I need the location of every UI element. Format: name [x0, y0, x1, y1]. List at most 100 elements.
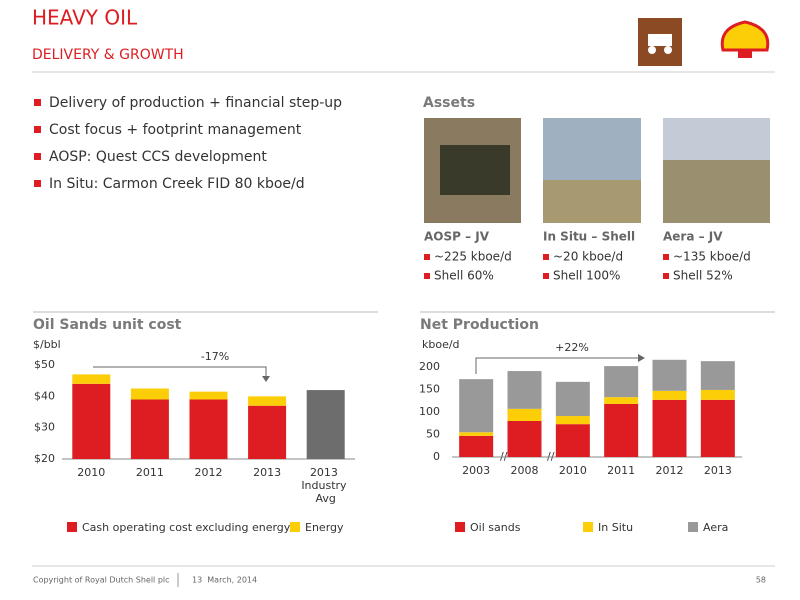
annotation-arrowhead	[638, 354, 645, 362]
bullet-marker	[424, 273, 430, 279]
bullet-marker	[543, 254, 549, 260]
bar-segment	[652, 359, 687, 391]
y-tick-label: $30	[34, 421, 55, 434]
legend-swatch	[290, 522, 300, 532]
asset-detail: Shell 60%	[434, 269, 494, 283]
bar-segment	[507, 421, 542, 457]
x-tick-label: 2010	[559, 464, 587, 477]
bar-segment	[604, 403, 639, 457]
legend-label: Cash operating cost excluding energy	[82, 521, 291, 534]
asset-detail: Shell 52%	[673, 269, 733, 283]
date: 13 March, 2014	[192, 576, 257, 585]
x-tick-label: 2003	[462, 464, 490, 477]
bar-segment	[130, 399, 169, 459]
x-tick-label: 2012	[195, 466, 223, 479]
y-tick-label: $20	[34, 452, 55, 465]
bullet-text: Delivery of production + financial step-…	[49, 95, 342, 111]
bar-segment	[555, 381, 590, 417]
bar-segment	[604, 397, 639, 404]
bar-segment	[604, 366, 639, 398]
y-axis-label: $/bbl	[33, 338, 61, 351]
bullet-marker	[34, 126, 41, 133]
section-title: Assets	[423, 95, 475, 111]
asset-detail: ~135 kboe/d	[673, 250, 751, 264]
asset-name: In Situ – Shell	[543, 230, 635, 244]
y-tick-label: 200	[419, 360, 440, 373]
bar-segment	[459, 432, 494, 436]
truck-icon-body	[648, 34, 672, 46]
bar-segment	[130, 388, 169, 400]
legend-label: Energy	[305, 521, 344, 534]
chart-title: Net Production	[420, 317, 539, 333]
subtitle: DELIVERY & GROWTH	[32, 47, 184, 63]
bullet-marker	[424, 254, 430, 260]
bar-segment	[652, 399, 687, 457]
shell-logo	[720, 20, 770, 52]
bar-segment	[189, 391, 228, 400]
bullet-text: In Situ: Carmon Creek FID 80 kboe/d	[49, 176, 305, 192]
bar-segment	[72, 383, 111, 459]
bar-segment	[555, 416, 590, 425]
x-tick-label: 2011	[136, 466, 164, 479]
asset-photo-ground	[663, 160, 770, 223]
bar-segment	[459, 379, 494, 433]
y-tick-label: 50	[426, 428, 440, 441]
bar-segment	[248, 396, 287, 406]
legend-swatch	[67, 522, 77, 532]
bullet-marker	[663, 273, 669, 279]
bar-segment	[700, 389, 735, 400]
bullet-text: Cost focus + footprint management	[49, 122, 302, 138]
y-tick-label: $40	[34, 389, 55, 402]
shell-logo-base	[738, 50, 752, 58]
annotation: -17%	[201, 350, 229, 363]
x-tick-label: 2010	[77, 466, 105, 479]
legend-label: In Situ	[598, 521, 633, 534]
y-tick-label: $50	[34, 358, 55, 371]
bar-segment	[248, 405, 287, 459]
asset-detail: ~20 kboe/d	[553, 250, 623, 264]
x-tick-label: 2013	[704, 464, 732, 477]
legend-swatch	[688, 522, 698, 532]
x-tick-label: 2012	[656, 464, 684, 477]
title: HEAVY OIL	[32, 6, 138, 30]
bullet-marker	[34, 180, 41, 187]
x-tick-label: 2008	[511, 464, 539, 477]
bar-segment	[189, 399, 228, 459]
truck-icon-wheel	[664, 46, 672, 54]
truck-icon-wheel	[648, 46, 656, 54]
bar-segment	[459, 435, 494, 457]
bullet-marker	[543, 273, 549, 279]
bar-segment	[72, 374, 111, 384]
asset-name: AOSP – JV	[424, 230, 490, 244]
legend-swatch	[583, 522, 593, 532]
page-number: 58	[756, 576, 766, 585]
annotation-arrow	[475, 357, 640, 374]
bar-segment	[700, 361, 735, 390]
x-tick-label: 2013	[253, 466, 281, 479]
asset-photo-ground	[543, 180, 641, 223]
y-tick-label: 150	[419, 383, 440, 396]
copyright: Copyright of Royal Dutch Shell plc	[33, 576, 170, 585]
annotation-arrowhead	[262, 376, 270, 382]
bar-segment	[507, 371, 542, 409]
legend-label: Oil sands	[470, 521, 521, 534]
x-tick-label: 2013 Industry Avg	[301, 466, 350, 505]
y-tick-label: 100	[419, 405, 440, 418]
bar-segment	[306, 390, 345, 459]
bullet-marker	[663, 254, 669, 260]
x-tick-label: 2011	[607, 464, 635, 477]
legend-label: Aera	[703, 521, 728, 534]
asset-name: Aera – JV	[663, 230, 723, 244]
bar-segment	[652, 390, 687, 400]
asset-photo-truck	[440, 145, 510, 195]
asset-detail: Shell 100%	[553, 269, 620, 283]
bar-segment	[700, 399, 735, 457]
y-axis-label: kboe/d	[422, 338, 460, 351]
bullet-marker	[34, 99, 41, 106]
y-tick-label: 0	[433, 450, 440, 463]
bar-segment	[555, 424, 590, 457]
bar-segment	[507, 408, 542, 421]
bullet-text: AOSP: Quest CCS development	[49, 149, 267, 165]
